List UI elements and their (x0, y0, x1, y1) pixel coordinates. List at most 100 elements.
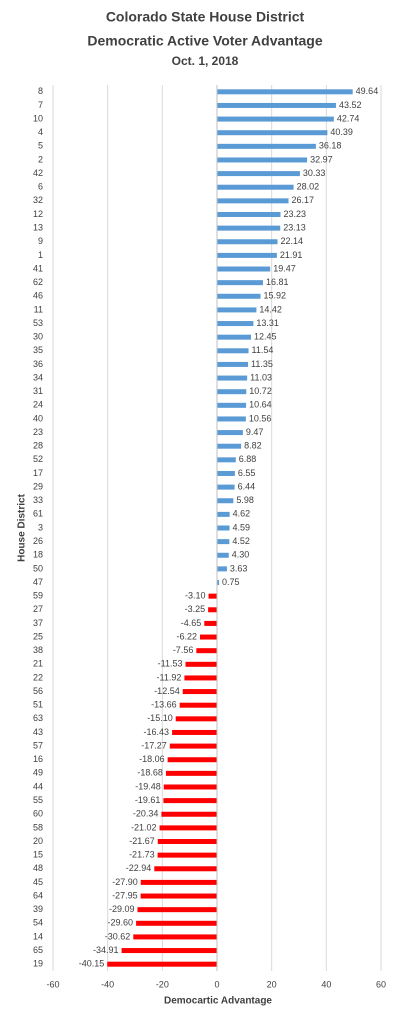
x-tick-label: -60 (46, 979, 59, 989)
bar (217, 539, 230, 545)
bar (185, 661, 217, 667)
value-label: 10.72 (249, 386, 272, 396)
y-tick-label: 58 (33, 822, 43, 832)
y-tick-label: 48 (33, 863, 43, 873)
bar (137, 907, 217, 913)
bar (179, 702, 217, 708)
y-tick-label: 19 (33, 959, 43, 969)
y-tick-label: 55 (33, 795, 43, 805)
value-label: -16.43 (144, 727, 170, 737)
bar (217, 566, 227, 572)
value-label: -18.68 (137, 768, 163, 778)
bar (217, 321, 254, 327)
bar (217, 402, 247, 408)
y-tick-label: 30 (33, 332, 43, 342)
value-label: 36.18 (319, 141, 342, 151)
bar (169, 743, 217, 749)
bar (199, 634, 217, 640)
value-label: -30.62 (105, 931, 131, 941)
y-tick-label: 43 (33, 727, 43, 737)
y-tick-label: 32 (33, 195, 43, 205)
value-label: 14.42 (259, 304, 282, 314)
value-label: 10.64 (249, 400, 272, 410)
bar (217, 130, 328, 136)
x-axis-title: Democartic Advantage (164, 996, 272, 1007)
bar (217, 580, 220, 586)
y-tick-label: 23 (33, 427, 43, 437)
bar (175, 716, 217, 722)
y-tick-label: 38 (33, 645, 43, 655)
bar (204, 620, 217, 626)
bar (217, 389, 247, 395)
y-tick-label: 10 (33, 113, 43, 123)
value-label: 16.81 (266, 277, 289, 287)
value-label: 6.55 (238, 468, 256, 478)
value-label: 13.31 (256, 318, 279, 328)
bar (161, 811, 217, 817)
x-tick-label: 60 (376, 979, 386, 989)
x-tick-label: 40 (321, 979, 331, 989)
y-tick-label: 39 (33, 904, 43, 914)
value-label: -29.09 (109, 904, 135, 914)
bar (217, 552, 229, 558)
bar (217, 348, 249, 354)
y-tick-label: 36 (33, 359, 43, 369)
bar (217, 511, 230, 517)
bar (217, 143, 316, 149)
value-label: -6.22 (176, 631, 197, 641)
y-tick-label: 11 (34, 304, 43, 314)
bar (154, 866, 217, 872)
bar (217, 266, 271, 272)
chart-title: Democratic Active Voter Advantage (87, 33, 322, 49)
bar (217, 457, 236, 463)
value-label: 5.98 (236, 495, 254, 505)
value-label: -34.91 (93, 945, 119, 955)
y-axis-title: House District (17, 493, 28, 561)
bar (136, 920, 217, 926)
bar (217, 525, 230, 531)
y-tick-label: 62 (33, 277, 43, 287)
y-tick-label: 27 (33, 604, 43, 614)
y-tick-label: 25 (33, 631, 43, 641)
bar (217, 198, 289, 204)
value-label: 11.54 (252, 345, 274, 355)
bar (217, 470, 235, 476)
bar (208, 593, 217, 599)
value-label: 23.13 (283, 222, 306, 232)
bar (217, 430, 243, 436)
value-label: -27.90 (112, 877, 138, 887)
bar (157, 852, 217, 858)
y-tick-label: 44 (33, 781, 43, 791)
y-tick-label: 61 (33, 509, 43, 519)
bar (217, 334, 252, 340)
bar (140, 893, 217, 899)
value-label: 49.64 (356, 86, 379, 96)
y-tick-label: 64 (33, 890, 43, 900)
value-label: 4.62 (233, 509, 251, 519)
value-label: -19.48 (135, 781, 161, 791)
y-tick-label: 65 (33, 945, 43, 955)
bar (217, 293, 261, 299)
x-tick-label: -20 (156, 979, 169, 989)
value-label: -13.66 (151, 700, 177, 710)
y-tick-label: 2 (38, 154, 43, 164)
value-label: -40.15 (79, 959, 105, 969)
y-tick-label: 1 (38, 250, 43, 260)
value-label: 0.75 (222, 577, 240, 587)
bar (157, 839, 217, 845)
y-tick-label: 18 (33, 550, 43, 560)
value-label: 22.14 (281, 236, 304, 246)
value-label: 10.56 (249, 413, 272, 423)
y-tick-label: 37 (33, 618, 43, 628)
value-label: 32.97 (310, 154, 333, 164)
value-label: 8.82 (244, 441, 262, 451)
bar (172, 729, 217, 735)
value-label: -17.27 (141, 740, 167, 750)
value-label: -21.02 (131, 822, 157, 832)
value-label: 4.52 (232, 536, 250, 546)
x-tick-label: 20 (267, 979, 277, 989)
value-label: 42.74 (337, 113, 360, 123)
bar (208, 607, 217, 613)
y-tick-label: 6 (38, 182, 43, 192)
